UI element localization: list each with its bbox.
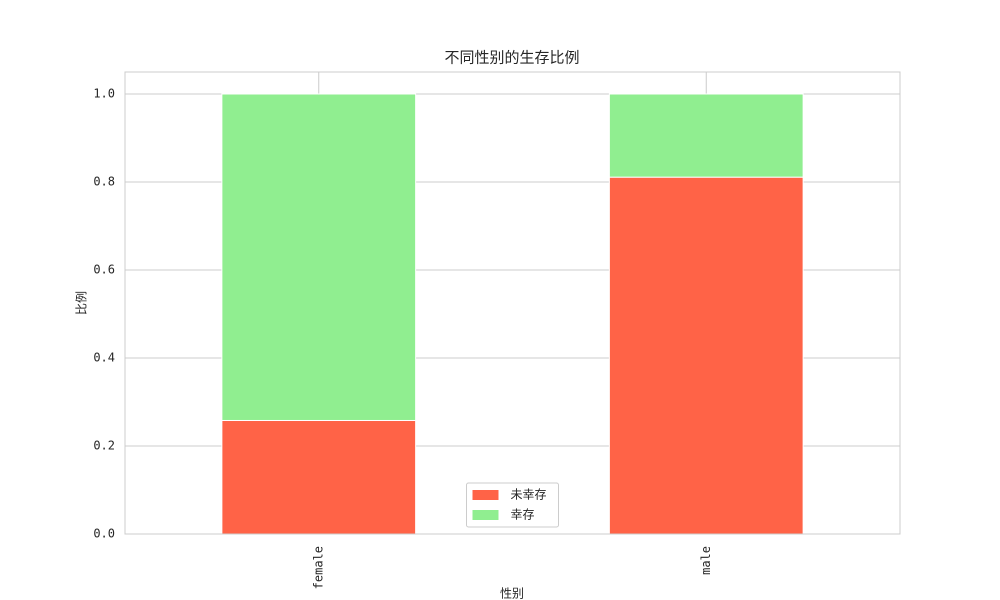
bar-segment: [221, 419, 417, 535]
legend-label: 未幸存: [511, 488, 547, 502]
y-tick-label: 0.2: [93, 439, 115, 453]
plot-frame: [124, 71, 901, 535]
y-tick-label: 1.0: [93, 87, 115, 101]
chart-title: 不同性别的生存比例: [444, 49, 579, 67]
legend-label: 幸存: [511, 508, 535, 522]
legend-swatch: [472, 490, 499, 500]
y-tick-label: 0.0: [93, 527, 115, 541]
y-tick-label: 0.4: [93, 351, 115, 365]
y-tick-label: 0.8: [93, 175, 115, 189]
x-axis-label: 性别: [500, 587, 524, 600]
y-axis-label: 比例: [75, 291, 89, 315]
x-tick-label: male: [699, 546, 713, 575]
x-tick-label: female: [311, 546, 325, 589]
bar-segment: [608, 176, 804, 535]
legend-swatch: [472, 510, 499, 520]
y-tick-label: 0.6: [93, 263, 115, 277]
bar-segment: [221, 93, 417, 421]
bar-segment: [608, 93, 804, 178]
